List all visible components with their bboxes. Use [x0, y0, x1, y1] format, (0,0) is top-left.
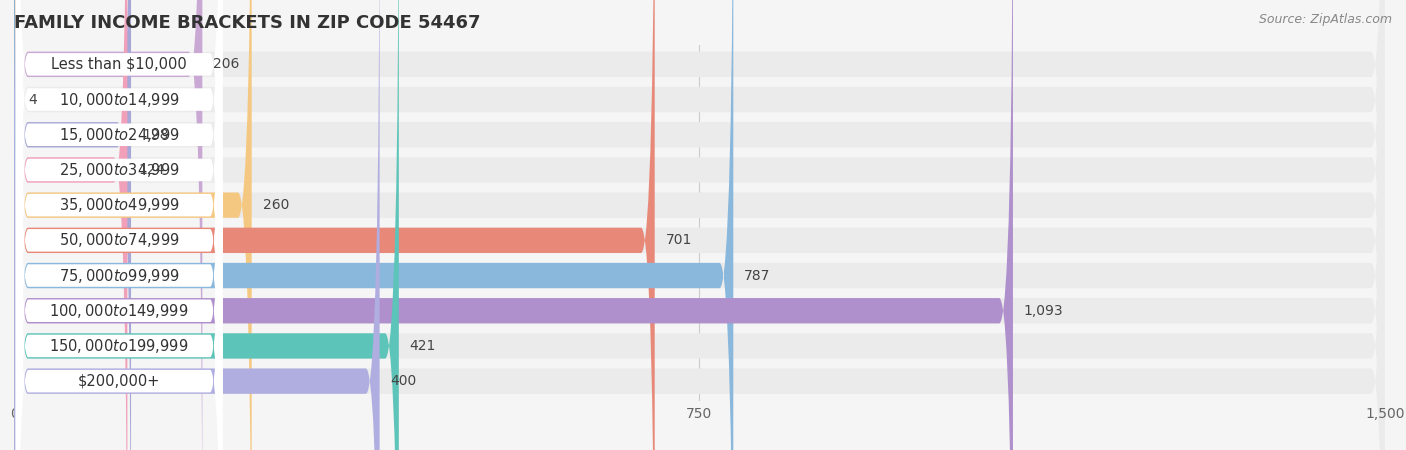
FancyBboxPatch shape — [15, 0, 222, 450]
FancyBboxPatch shape — [15, 0, 222, 450]
FancyBboxPatch shape — [14, 0, 1385, 450]
Text: Source: ZipAtlas.com: Source: ZipAtlas.com — [1258, 14, 1392, 27]
FancyBboxPatch shape — [14, 0, 202, 450]
FancyBboxPatch shape — [14, 0, 1385, 450]
Text: $200,000+: $200,000+ — [77, 374, 160, 389]
FancyBboxPatch shape — [14, 0, 1385, 450]
Text: $150,000 to $199,999: $150,000 to $199,999 — [49, 337, 188, 355]
Text: 421: 421 — [409, 339, 436, 353]
FancyBboxPatch shape — [14, 0, 399, 450]
FancyBboxPatch shape — [14, 0, 1385, 450]
FancyBboxPatch shape — [14, 0, 1385, 450]
FancyBboxPatch shape — [14, 0, 655, 450]
Text: $25,000 to $34,999: $25,000 to $34,999 — [59, 161, 180, 179]
FancyBboxPatch shape — [14, 0, 131, 450]
Text: FAMILY INCOME BRACKETS IN ZIP CODE 54467: FAMILY INCOME BRACKETS IN ZIP CODE 54467 — [14, 14, 481, 32]
Text: Less than $10,000: Less than $10,000 — [51, 57, 187, 72]
Text: $75,000 to $99,999: $75,000 to $99,999 — [59, 266, 180, 284]
FancyBboxPatch shape — [15, 0, 222, 450]
FancyBboxPatch shape — [14, 0, 1385, 450]
Text: 206: 206 — [214, 57, 239, 72]
FancyBboxPatch shape — [15, 0, 222, 450]
FancyBboxPatch shape — [14, 0, 734, 450]
Text: 124: 124 — [138, 163, 165, 177]
FancyBboxPatch shape — [14, 0, 252, 450]
Text: $10,000 to $14,999: $10,000 to $14,999 — [59, 90, 180, 108]
FancyBboxPatch shape — [15, 0, 222, 450]
Text: $15,000 to $24,999: $15,000 to $24,999 — [59, 126, 180, 144]
Text: $35,000 to $49,999: $35,000 to $49,999 — [59, 196, 180, 214]
FancyBboxPatch shape — [14, 0, 1385, 450]
FancyBboxPatch shape — [15, 0, 222, 450]
Text: $50,000 to $74,999: $50,000 to $74,999 — [59, 231, 180, 249]
Text: 400: 400 — [391, 374, 416, 388]
FancyBboxPatch shape — [15, 0, 222, 450]
FancyBboxPatch shape — [14, 0, 128, 450]
Text: 128: 128 — [142, 128, 169, 142]
FancyBboxPatch shape — [14, 0, 1012, 450]
FancyBboxPatch shape — [14, 0, 1385, 450]
Text: 701: 701 — [665, 234, 692, 248]
FancyBboxPatch shape — [14, 42, 18, 158]
Text: $100,000 to $149,999: $100,000 to $149,999 — [49, 302, 188, 320]
FancyBboxPatch shape — [14, 0, 1385, 450]
Text: 4: 4 — [28, 93, 38, 107]
FancyBboxPatch shape — [14, 0, 380, 450]
FancyBboxPatch shape — [15, 0, 222, 450]
Text: 787: 787 — [744, 269, 770, 283]
Text: 1,093: 1,093 — [1024, 304, 1063, 318]
Text: 260: 260 — [263, 198, 290, 212]
FancyBboxPatch shape — [14, 0, 1385, 450]
FancyBboxPatch shape — [15, 0, 222, 450]
FancyBboxPatch shape — [15, 0, 222, 450]
